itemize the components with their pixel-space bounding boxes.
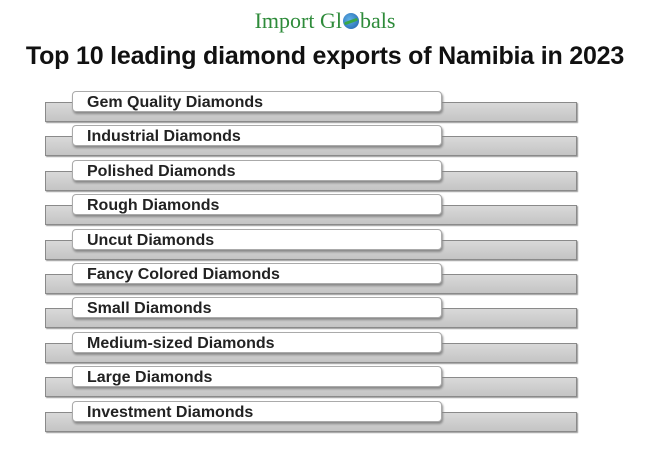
item-label: Gem Quality Diamonds — [72, 91, 442, 112]
list-item: Investment Diamonds — [0, 400, 650, 435]
list-item: Uncut Diamonds — [0, 228, 650, 263]
item-label: Investment Diamonds — [72, 400, 442, 422]
logo-text-start: Import Gl — [254, 8, 342, 33]
list-item: Industrial Diamonds — [0, 125, 650, 159]
list-item: Rough Diamonds — [0, 194, 650, 228]
item-label: Large Diamonds — [72, 366, 442, 388]
logo-text-end: bals — [359, 8, 396, 33]
list-item: Polished Diamonds — [0, 159, 650, 194]
item-label: Industrial Diamonds — [72, 125, 442, 147]
item-label: Fancy Colored Diamonds — [72, 263, 442, 284]
globe-icon — [342, 13, 359, 29]
list-item: Fancy Colored Diamonds — [0, 263, 650, 297]
item-label: Rough Diamonds — [72, 194, 442, 216]
page-title: Top 10 leading diamond exports of Namibi… — [25, 42, 625, 70]
list-item: Large Diamonds — [0, 366, 650, 400]
list-item: Small Diamonds — [0, 297, 650, 331]
item-label: Uncut Diamonds — [72, 228, 442, 250]
list-item: Medium-sized Diamonds — [0, 331, 650, 366]
item-label: Small Diamonds — [72, 297, 442, 319]
item-label: Polished Diamonds — [72, 159, 442, 181]
logo: Import Gl bals — [0, 8, 650, 34]
list-item: Gem Quality Diamonds — [0, 91, 650, 125]
item-label: Medium-sized Diamonds — [72, 331, 442, 353]
